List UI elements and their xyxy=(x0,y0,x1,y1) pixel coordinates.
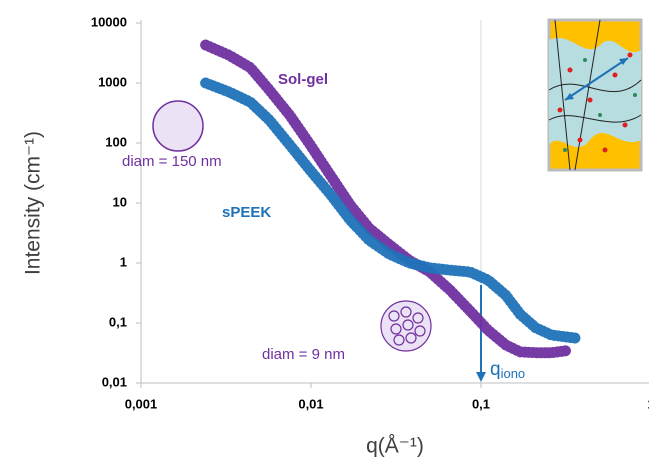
series-points xyxy=(200,39,575,359)
annotation-text: diam = 9 nm xyxy=(262,346,345,363)
y-tick-label: 0,1 xyxy=(109,314,127,329)
series-label: sPEEK xyxy=(222,204,271,221)
small-particles-icon xyxy=(380,300,432,352)
y-tick-label: 100 xyxy=(105,134,127,149)
series-points xyxy=(200,77,582,344)
annotation: diam = 9 nm xyxy=(262,346,345,363)
x-tick-label: 1 xyxy=(647,396,649,411)
annotation-subscript: iono xyxy=(501,366,526,381)
series-label: Sol-gel xyxy=(278,71,328,88)
arrow-head xyxy=(476,372,486,382)
x-tick-label: 0,1 xyxy=(472,396,490,411)
annotation: qiono xyxy=(490,359,525,381)
annotation-text: diam = 150 nm xyxy=(122,153,222,170)
y-axis-title: Intensity (cm⁻¹) xyxy=(22,131,45,275)
y-tick-label: 1 xyxy=(120,254,127,269)
inset-image xyxy=(547,18,643,172)
annotation-text: q xyxy=(490,359,501,380)
x-tick-label: 0,01 xyxy=(298,396,323,411)
large-particle-icon xyxy=(152,100,204,152)
x-tick-label: 0,001 xyxy=(125,396,158,411)
annotation: diam = 150 nm xyxy=(122,153,222,170)
y-tick-label: 0,01 xyxy=(102,374,127,389)
x-axis-title: q(Å⁻¹) xyxy=(366,435,424,458)
y-tick-label: 10 xyxy=(113,194,127,209)
y-tick-label: 10000 xyxy=(91,14,127,29)
y-tick-label: 1000 xyxy=(98,74,127,89)
